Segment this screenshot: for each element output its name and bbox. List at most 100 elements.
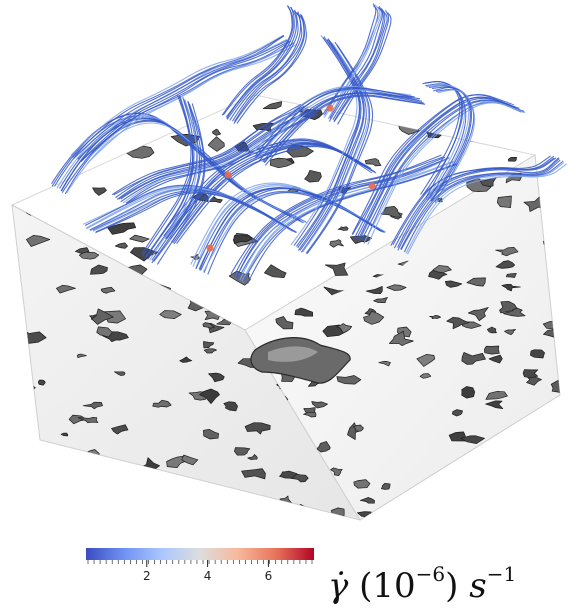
pore: [234, 447, 251, 456]
streamline: [327, 6, 382, 120]
pore: [77, 417, 99, 424]
pore: [501, 283, 521, 292]
pore: [203, 341, 215, 349]
label-base: 10: [372, 566, 416, 606]
streamline: [71, 35, 285, 158]
streamline: [207, 191, 386, 275]
pore: [495, 246, 519, 257]
streamline: [295, 36, 361, 247]
hot-spot: [224, 171, 232, 179]
streamline: [95, 192, 298, 234]
label-exponent: −6: [415, 562, 446, 586]
pore: [330, 467, 343, 476]
pore: [199, 388, 220, 404]
streamline: [242, 160, 455, 283]
streamline: [306, 44, 374, 255]
pore: [167, 507, 187, 519]
pore: [429, 315, 442, 320]
pore: [316, 441, 331, 453]
pore: [75, 247, 90, 254]
pore: [166, 455, 186, 468]
pore: [129, 234, 150, 243]
streamline: [333, 9, 388, 122]
pore: [35, 514, 60, 520]
streamline: [235, 156, 446, 279]
pore: [262, 101, 283, 110]
pore: [25, 411, 37, 417]
pore: [336, 323, 353, 334]
streamline: [390, 155, 551, 246]
pore: [233, 234, 253, 244]
streamline: [429, 84, 470, 200]
streamline: [230, 154, 442, 275]
pore: [423, 504, 438, 516]
streamline: [300, 42, 367, 253]
pore: [506, 484, 527, 492]
colorbar-gradient: [86, 548, 314, 560]
streamline: [427, 85, 467, 201]
pore: [49, 472, 74, 484]
pore: [416, 354, 436, 367]
pore: [111, 424, 129, 435]
pore: [265, 516, 276, 520]
pore: [446, 317, 470, 330]
pore: [260, 508, 281, 520]
streamline: [151, 100, 202, 264]
pore: [62, 473, 89, 483]
streamline: [264, 92, 424, 164]
pore: [205, 95, 226, 101]
pore: [543, 474, 560, 487]
pore: [486, 326, 497, 334]
pore: [378, 360, 391, 367]
streamline: [226, 9, 299, 120]
pore: [121, 475, 138, 488]
pore: [528, 458, 543, 466]
pore: [29, 461, 45, 469]
pore: [530, 349, 545, 359]
pore: [159, 310, 182, 319]
streamline: [111, 103, 302, 196]
pore: [452, 409, 463, 417]
pore: [100, 286, 116, 294]
streamline: [333, 9, 390, 123]
streamline: [120, 109, 310, 200]
colorbar: 2 4 6: [86, 548, 314, 583]
pore: [12, 369, 26, 379]
colorbar-tick-label: 6: [265, 569, 273, 583]
pore: [534, 435, 544, 441]
pore: [212, 128, 222, 136]
pore: [337, 226, 349, 231]
streamline: [77, 39, 288, 160]
pore: [363, 310, 385, 325]
pore: [364, 158, 382, 167]
pore: [181, 454, 199, 466]
streamline: [297, 39, 365, 251]
pore: [234, 498, 246, 505]
streamline: [407, 163, 568, 255]
pore: [202, 322, 215, 329]
pore: [543, 238, 553, 246]
pore: [26, 234, 51, 247]
pore: [461, 386, 476, 399]
colorbar-minor-ticks: [87, 560, 313, 564]
pore: [99, 95, 119, 104]
streamline: [302, 42, 370, 253]
pore: [76, 498, 86, 505]
streamline: [430, 86, 471, 202]
streamline: [235, 158, 447, 278]
streamline: [403, 160, 564, 253]
pore: [498, 446, 521, 457]
pore: [444, 280, 463, 288]
pore: [532, 434, 548, 441]
streamline: [425, 83, 464, 199]
pore: [359, 497, 375, 504]
pore: [207, 136, 225, 152]
colorbar-tick-label: 4: [204, 569, 212, 583]
large-pore: [250, 337, 351, 384]
pore: [247, 454, 258, 461]
streamline: [122, 109, 314, 204]
streamline: [329, 5, 383, 119]
pore: [303, 411, 317, 418]
